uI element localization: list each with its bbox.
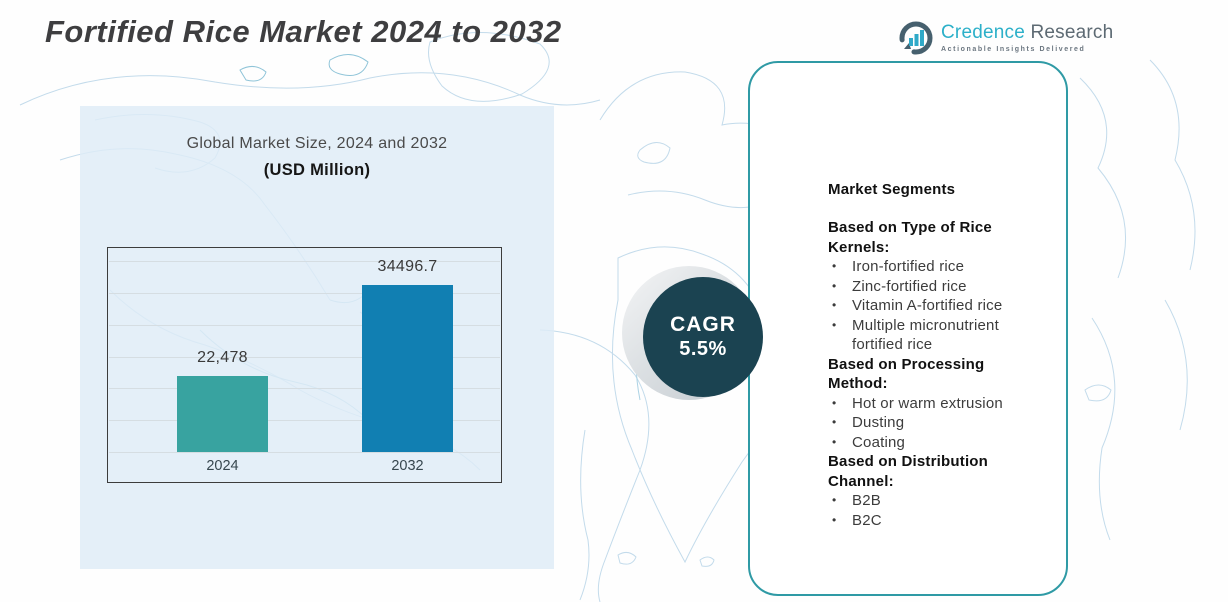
- bullet-icon: •: [832, 259, 837, 273]
- gridline: [109, 420, 500, 421]
- segment-item-label: B2C: [852, 511, 882, 529]
- cagr-badge: CAGR 5.5%: [615, 263, 765, 403]
- chart-subtitle: (USD Million): [263, 161, 371, 179]
- gridline: [109, 325, 500, 326]
- gridline: [109, 452, 500, 453]
- chart-backdrop: [80, 106, 554, 569]
- segment-item-label: Dusting: [852, 414, 905, 431]
- bar-chart: 22,478 2024 34496.7 2032: [107, 247, 502, 483]
- bar-2032: [362, 285, 453, 452]
- segment-groups: Based on Type of Rice Kernels: • Iron-fort…: [828, 218, 1042, 530]
- market-segments-heading: Market Segments: [828, 181, 956, 198]
- bar-category-label: 2024: [206, 458, 239, 474]
- bar-2024: [177, 376, 268, 452]
- bullet-icon: •: [832, 512, 837, 527]
- segment-item-label: Multiple micronutrient fortified rice: [852, 316, 999, 354]
- bar-category-label: 2032: [391, 458, 424, 474]
- segment-group-title: Based on Type of Rice Kernels:: [828, 219, 992, 256]
- chart-title: Global Market Size, 2024 and 2032: [186, 135, 448, 152]
- segment-item: • B2C: [828, 511, 1042, 531]
- cagr-label: CAGR: [670, 313, 736, 336]
- bullet-icon: •: [832, 298, 837, 312]
- brand-logo: Credence Research Actionable Insights De…: [896, 19, 1113, 59]
- segment-item-label: Zinc-fortified rice: [852, 277, 967, 295]
- segment-item: • Dusting: [828, 413, 1042, 433]
- cagr-value: 5.5%: [679, 338, 727, 360]
- segment-item: • B2B: [828, 491, 1042, 511]
- segment-item: • Coating: [828, 433, 1042, 453]
- page-title: Fortified Rice Market 2024 to 2032: [45, 14, 562, 49]
- bullet-icon: •: [832, 278, 837, 293]
- bar-chart-circle-icon: [899, 21, 933, 55]
- gridline: [109, 388, 500, 389]
- bullet-icon: •: [832, 434, 837, 449]
- segment-item: • Iron-fortified rice: [828, 257, 1042, 277]
- gridline: [109, 293, 500, 294]
- bar-value-label: 34496.7: [377, 258, 438, 275]
- brand-name-primary: Credence: [941, 22, 1025, 43]
- segment-item-label: Vitamin A-fortified rice: [852, 297, 1003, 314]
- brand-tagline: Actionable Insights Delivered: [941, 46, 1086, 53]
- bullet-icon: •: [832, 395, 837, 410]
- segment-item-label: Hot or warm extrusion: [852, 394, 1003, 412]
- segment-item-label: Iron-fortified rice: [852, 258, 965, 275]
- brand-text: Credence Research Actionable Insights De…: [941, 19, 1114, 54]
- segment-group-title: Based on Distribution Channel:: [828, 453, 989, 490]
- segment-item: • Multiple micronutrient fortified rice: [828, 316, 1042, 355]
- brand-name-secondary: Research: [1030, 22, 1114, 43]
- bullet-icon: •: [832, 493, 837, 507]
- segment-group-title: Based on Processing Method:: [828, 355, 985, 393]
- segment-item: • Hot or warm extrusion: [828, 394, 1042, 414]
- gridline: [109, 261, 500, 262]
- segment-item-label: Coating: [852, 433, 906, 451]
- market-segments-panel: Market Segments Based on Type of Rice Ke…: [748, 61, 1068, 596]
- segment-item: • Zinc-fortified rice: [828, 277, 1042, 297]
- bullet-icon: •: [832, 317, 837, 332]
- bullet-icon: •: [832, 415, 837, 429]
- gridline: [109, 357, 500, 358]
- cagr-circle: CAGR 5.5%: [643, 277, 763, 397]
- segment-item: • Vitamin A-fortified rice: [828, 296, 1042, 316]
- bar-value-label: 22,478: [197, 349, 248, 366]
- segment-item-label: B2B: [852, 492, 881, 509]
